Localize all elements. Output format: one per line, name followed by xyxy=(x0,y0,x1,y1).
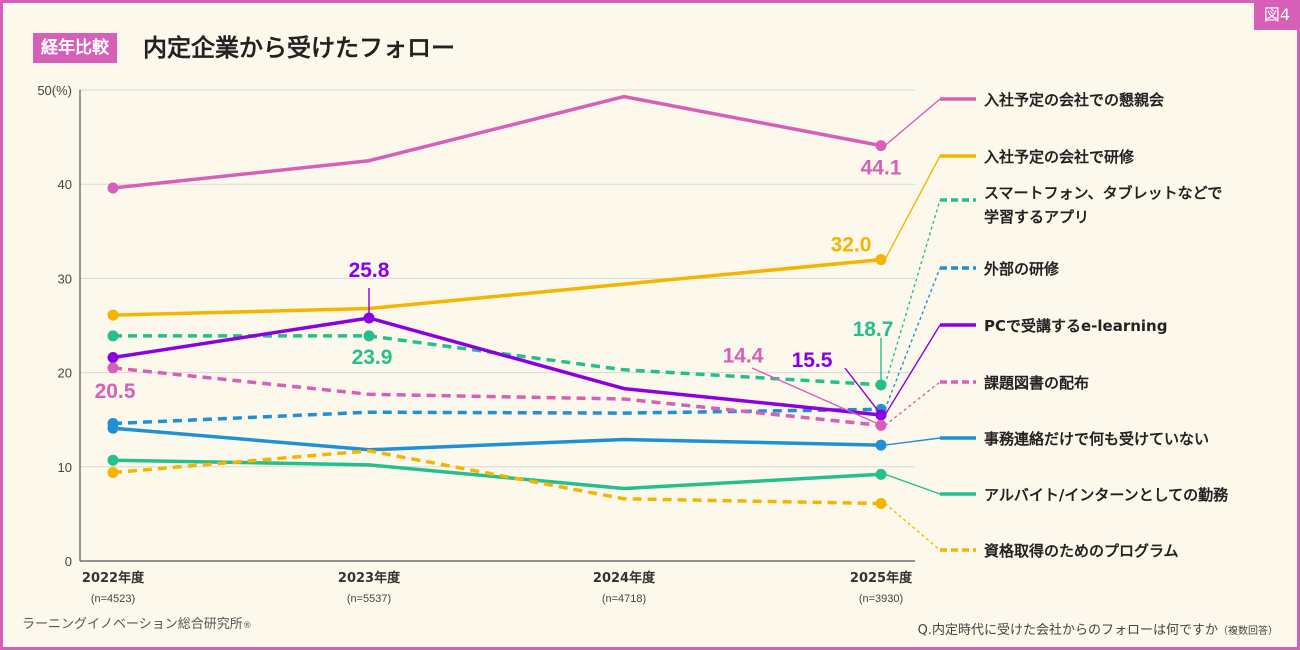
legend-connector xyxy=(884,199,941,385)
y-tick-label: 30 xyxy=(58,271,72,286)
series-line xyxy=(112,426,882,452)
legend-connector xyxy=(884,155,941,260)
data-point xyxy=(107,454,119,466)
data-point xyxy=(875,409,887,421)
legend-label: 事務連絡だけで何も受けていない xyxy=(984,430,1209,448)
x-tick-label: 2022年度 xyxy=(82,570,145,586)
data-label: 18.7 xyxy=(853,318,894,341)
legend-label: アルバイト/インターンとしての勤務 xyxy=(984,486,1229,504)
data-point xyxy=(875,140,887,152)
series-line xyxy=(112,94,882,190)
figure-number-tag: 図4 xyxy=(1254,0,1300,30)
survey-question: Q.内定時代に受けた会社からのフォローは何ですか（複数回答） xyxy=(918,619,1278,638)
chart-title: 内定企業から受けたフォロー xyxy=(143,34,455,62)
y-tick-label: 40 xyxy=(58,177,72,192)
data-point xyxy=(107,362,119,374)
legend-label: 入社予定の会社での懇親会 xyxy=(984,91,1164,109)
sample-size-label: (n=3930) xyxy=(859,593,903,605)
question-note: （複数回答） xyxy=(1218,626,1278,637)
y-tick-label: 10 xyxy=(58,460,72,475)
data-point xyxy=(875,419,887,431)
y-tick-label: 20 xyxy=(58,366,72,381)
legend-label: 学習するアプリ xyxy=(984,208,1089,226)
legend-connector xyxy=(884,324,941,416)
legend-label: 入社予定の会社で研修 xyxy=(984,148,1135,166)
series-line xyxy=(113,334,882,387)
data-point xyxy=(107,352,119,364)
data-point xyxy=(107,182,119,194)
y-tick-label: 50(%) xyxy=(37,83,72,98)
data-label: 15.5 xyxy=(792,349,833,372)
legend-label: 外部の研修 xyxy=(983,260,1060,278)
comparison-badge: 経年比較 xyxy=(33,33,117,63)
data-point xyxy=(107,466,119,478)
data-point xyxy=(363,330,375,342)
data-point xyxy=(875,439,887,451)
question-text: Q.内定時代に受けた会社からのフォローは何ですか xyxy=(917,623,1218,638)
data-point xyxy=(107,330,119,342)
registered-mark: ® xyxy=(242,621,252,631)
series-line xyxy=(112,366,882,428)
legend-connector xyxy=(884,473,941,495)
legend-label: 資格取得のためのプログラム xyxy=(984,542,1179,560)
leader-line xyxy=(751,367,878,424)
credit-name: ラーニングイノベーション総合研究所 xyxy=(22,617,243,632)
data-label: 25.8 xyxy=(349,259,390,282)
data-label: 44.1 xyxy=(861,157,902,180)
data-point xyxy=(875,498,887,510)
series-line xyxy=(112,316,882,417)
leader-line xyxy=(844,367,880,413)
series-line xyxy=(112,257,882,317)
sample-size-label: (n=4523) xyxy=(91,593,135,605)
series-line xyxy=(112,458,882,491)
legend-label: 課題図書の配布 xyxy=(984,374,1089,392)
data-point xyxy=(107,422,119,434)
legend-label: PCで受講するe-learning xyxy=(984,317,1167,335)
data-point xyxy=(875,468,887,480)
data-point xyxy=(875,379,887,391)
data-label: 20.5 xyxy=(95,380,136,403)
series-line xyxy=(112,407,882,426)
legend-label: スマートフォン、タブレットなどで xyxy=(984,184,1222,202)
legend-connector xyxy=(884,98,941,147)
data-label: 32.0 xyxy=(831,234,872,257)
x-tick-label: 2025年度 xyxy=(850,570,913,586)
sample-size-label: (n=4718) xyxy=(602,593,646,605)
data-point xyxy=(363,312,375,324)
legend-connector xyxy=(884,437,941,446)
y-tick-label: 0 xyxy=(65,554,72,569)
data-label: 14.4 xyxy=(723,344,764,367)
credit-text: ラーニングイノベーション総合研究所® xyxy=(22,613,252,632)
x-tick-label: 2024年度 xyxy=(593,570,656,586)
legend-connector xyxy=(884,381,941,426)
data-point xyxy=(875,254,887,266)
series-line xyxy=(112,449,882,506)
sample-size-label: (n=5537) xyxy=(347,593,391,605)
legend-connector xyxy=(884,267,941,410)
data-label: 23.9 xyxy=(352,346,393,369)
x-tick-label: 2023年度 xyxy=(338,570,401,586)
legend-connector xyxy=(884,502,941,551)
data-point xyxy=(107,309,119,321)
